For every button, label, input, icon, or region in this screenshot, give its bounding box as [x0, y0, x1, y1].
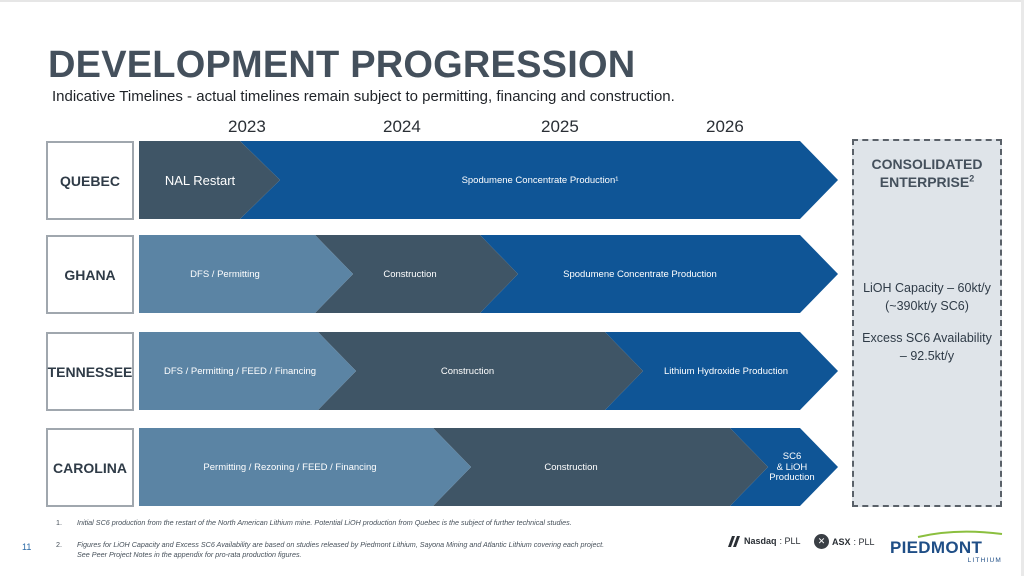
carolina-construction-arrow: [433, 428, 768, 506]
tennessee-production-label: Lithium Hydroxide Production: [663, 365, 789, 377]
ghana-permitting-arrow: [139, 235, 353, 313]
footnote-2-number: 2.: [56, 540, 62, 549]
ghana-construction-label: Construction: [383, 268, 437, 280]
piedmont-wordmark: PIEDMONT: [890, 538, 983, 557]
ghana-production-label: Spodumene Concentrate Production: [563, 268, 717, 280]
page-subtitle: Indicative Timelines - actual timelines …: [52, 88, 675, 105]
tennessee-construction-label: Construction: [440, 365, 495, 377]
consolidated-enterprise-panel: CONSOLIDATED ENTERPRISE2 LiOH Capacity –…: [852, 139, 1002, 507]
year-label-2025: 2025: [541, 117, 579, 136]
footnote-1-text: Initial SC6 production from the restart …: [77, 518, 572, 527]
tennessee-construction-arrow: [318, 332, 643, 410]
excess-sc6-text: Excess SC6 Availability – 92.5kt/y: [862, 331, 992, 364]
region-box-quebec: QUEBEC: [46, 141, 134, 220]
consolidated-body: LiOH Capacity – 60kt/y (~390kt/y SC6) Ex…: [854, 279, 1000, 380]
quebec-production-label: Spodumene Concentrate Production¹: [461, 174, 619, 186]
asx-name: ASX: [832, 536, 851, 547]
consolidated-title-line1: CONSOLIDATED: [871, 156, 983, 172]
ghana-permitting-label: DFS / Permitting: [190, 268, 260, 280]
year-label-2024: 2024: [383, 117, 421, 136]
carolina-production-label: SC6 & LiOH Production: [769, 450, 815, 484]
footnote-1-number: 1.: [56, 518, 62, 527]
quebec-restart-arrow: [139, 141, 280, 219]
tennessee-production-arrow: [605, 332, 838, 410]
year-label-2026: 2026: [706, 117, 744, 136]
carolina-production-arrow: [730, 428, 838, 506]
region-box-ghana: GHANA: [46, 235, 134, 314]
nasdaq-name: Nasdaq: [744, 536, 777, 546]
region-box-tennessee: TENNESSEE: [46, 332, 134, 411]
nasdaq-logo-icon: [728, 536, 740, 547]
quebec-production-arrow: [240, 141, 838, 219]
tennessee-permitting-arrow: [139, 332, 356, 410]
carolina-construction-label: Construction: [544, 461, 598, 473]
piedmont-logo: PIEDMONT LITHIUM: [890, 530, 1006, 564]
nasdaq-code: : PLL: [779, 536, 801, 546]
lioh-capacity-text: LiOH Capacity – 60kt/y (~390kt/y SC6): [863, 281, 991, 314]
ghana-production-arrow: [480, 235, 838, 313]
year-label-2023: 2023: [228, 117, 266, 136]
page-title: DEVELOPMENT PROGRESSION: [48, 44, 636, 86]
piedmont-subtext: LITHIUM: [967, 557, 1002, 564]
consolidated-footnote-marker: 2: [969, 173, 975, 184]
nasdaq-ticker: Nasdaq : PLL: [727, 534, 801, 548]
asx-code: : PLL: [853, 536, 875, 547]
consolidated-title: CONSOLIDATED ENTERPRISE2: [854, 155, 1000, 191]
footnote-2-text: Figures for LiOH Capacity and Excess SC6…: [77, 540, 605, 560]
region-box-carolina: CAROLINA: [46, 428, 134, 507]
piedmont-swoosh-icon: [917, 530, 1003, 538]
quebec-restart-label: NAL Restart: [164, 172, 236, 188]
consolidated-title-line2: ENTERPRISE: [879, 174, 970, 191]
top-border: [0, 0, 1024, 2]
tennessee-permitting-label: DFS / Permitting / FEED / Financing: [163, 365, 317, 377]
asx-ticker: ✕ ASX : PLL: [814, 534, 875, 549]
carolina-permitting-arrow: [139, 428, 471, 506]
ghana-construction-arrow: [315, 235, 518, 313]
asx-logo-icon: ✕: [814, 534, 829, 549]
page-number: 11: [22, 542, 32, 552]
carolina-permitting-label: Permitting / Rezoning / FEED / Financing: [203, 461, 377, 473]
right-border: [1021, 0, 1024, 576]
